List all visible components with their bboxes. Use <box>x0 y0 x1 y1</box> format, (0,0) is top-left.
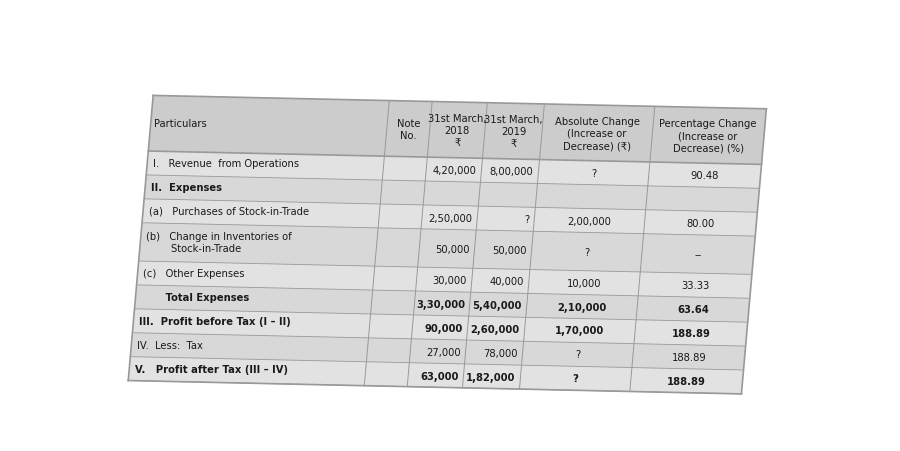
Text: 8,00,000: 8,00,000 <box>490 167 534 177</box>
Bar <box>132 309 748 346</box>
Text: 1,82,000: 1,82,000 <box>466 372 516 382</box>
Text: III.  Profit before Tax (I – II): III. Profit before Tax (I – II) <box>139 316 291 326</box>
Text: (a)   Purchases of Stock-in-Trade: (a) Purchases of Stock-in-Trade <box>148 207 309 216</box>
Text: 63,000: 63,000 <box>420 371 459 381</box>
Text: 1,70,000: 1,70,000 <box>555 326 605 336</box>
Text: 31st March,
2019
₹: 31st March, 2019 ₹ <box>484 115 543 149</box>
Bar <box>148 96 767 165</box>
Text: Percentage Change
(Increase or
Decrease) (%): Percentage Change (Increase or Decrease)… <box>660 119 757 153</box>
Text: ?: ? <box>524 215 529 225</box>
Bar <box>144 175 760 213</box>
Text: 50,000: 50,000 <box>436 244 470 254</box>
Bar <box>137 262 751 299</box>
Text: 31st March,
2018
₹: 31st March, 2018 ₹ <box>428 113 487 148</box>
Text: ?: ? <box>572 373 579 383</box>
Text: Absolute Change
(Increase or
Decrease) (₹): Absolute Change (Increase or Decrease) (… <box>554 116 640 151</box>
Text: ?: ? <box>575 350 580 359</box>
Text: (c)   Other Expenses: (c) Other Expenses <box>143 268 245 278</box>
Text: 188.89: 188.89 <box>671 328 710 338</box>
Text: --: -- <box>694 249 701 259</box>
Text: 3,30,000: 3,30,000 <box>416 299 465 309</box>
Text: Note
No.: Note No. <box>397 118 420 141</box>
Text: 50,000: 50,000 <box>492 246 526 256</box>
Text: II.  Expenses: II. Expenses <box>150 183 221 193</box>
Bar <box>128 96 767 394</box>
Text: 33.33: 33.33 <box>681 281 709 290</box>
Bar <box>130 333 745 370</box>
Text: ?: ? <box>591 168 597 178</box>
Text: 2,60,000: 2,60,000 <box>471 324 520 335</box>
Text: 2,00,000: 2,00,000 <box>568 216 611 226</box>
Bar <box>139 223 755 275</box>
Text: 4,20,000: 4,20,000 <box>433 166 477 176</box>
Text: 40,000: 40,000 <box>490 277 524 287</box>
Text: (b)   Change in Inventories of
        Stock-in-Trade: (b) Change in Inventories of Stock-in-Tr… <box>146 231 292 253</box>
Text: 188.89: 188.89 <box>667 376 706 386</box>
Text: 90.48: 90.48 <box>690 171 719 181</box>
Text: IV.  Less:  Tax: IV. Less: Tax <box>137 340 202 350</box>
Text: I.   Revenue  from Operations: I. Revenue from Operations <box>153 159 299 169</box>
Text: 5,40,000: 5,40,000 <box>472 301 522 311</box>
Text: Particulars: Particulars <box>154 119 207 129</box>
Text: 27,000: 27,000 <box>426 347 461 357</box>
Text: 2,50,000: 2,50,000 <box>428 213 472 224</box>
Text: 2,10,000: 2,10,000 <box>557 302 607 312</box>
Text: 90,000: 90,000 <box>425 323 463 333</box>
Text: 188.89: 188.89 <box>671 352 706 362</box>
Text: 10,000: 10,000 <box>567 278 601 288</box>
Bar <box>146 152 761 189</box>
Text: 30,000: 30,000 <box>433 276 467 285</box>
Text: 80.00: 80.00 <box>687 218 715 228</box>
Text: V.   Profit after Tax (III – IV): V. Profit after Tax (III – IV) <box>135 364 288 374</box>
Bar <box>142 199 757 237</box>
Text: 63.64: 63.64 <box>677 304 709 314</box>
Text: 78,000: 78,000 <box>483 348 518 358</box>
Bar <box>128 357 743 394</box>
Bar <box>134 285 750 322</box>
Text: ?: ? <box>584 247 590 257</box>
Text: Total Expenses: Total Expenses <box>141 292 249 302</box>
